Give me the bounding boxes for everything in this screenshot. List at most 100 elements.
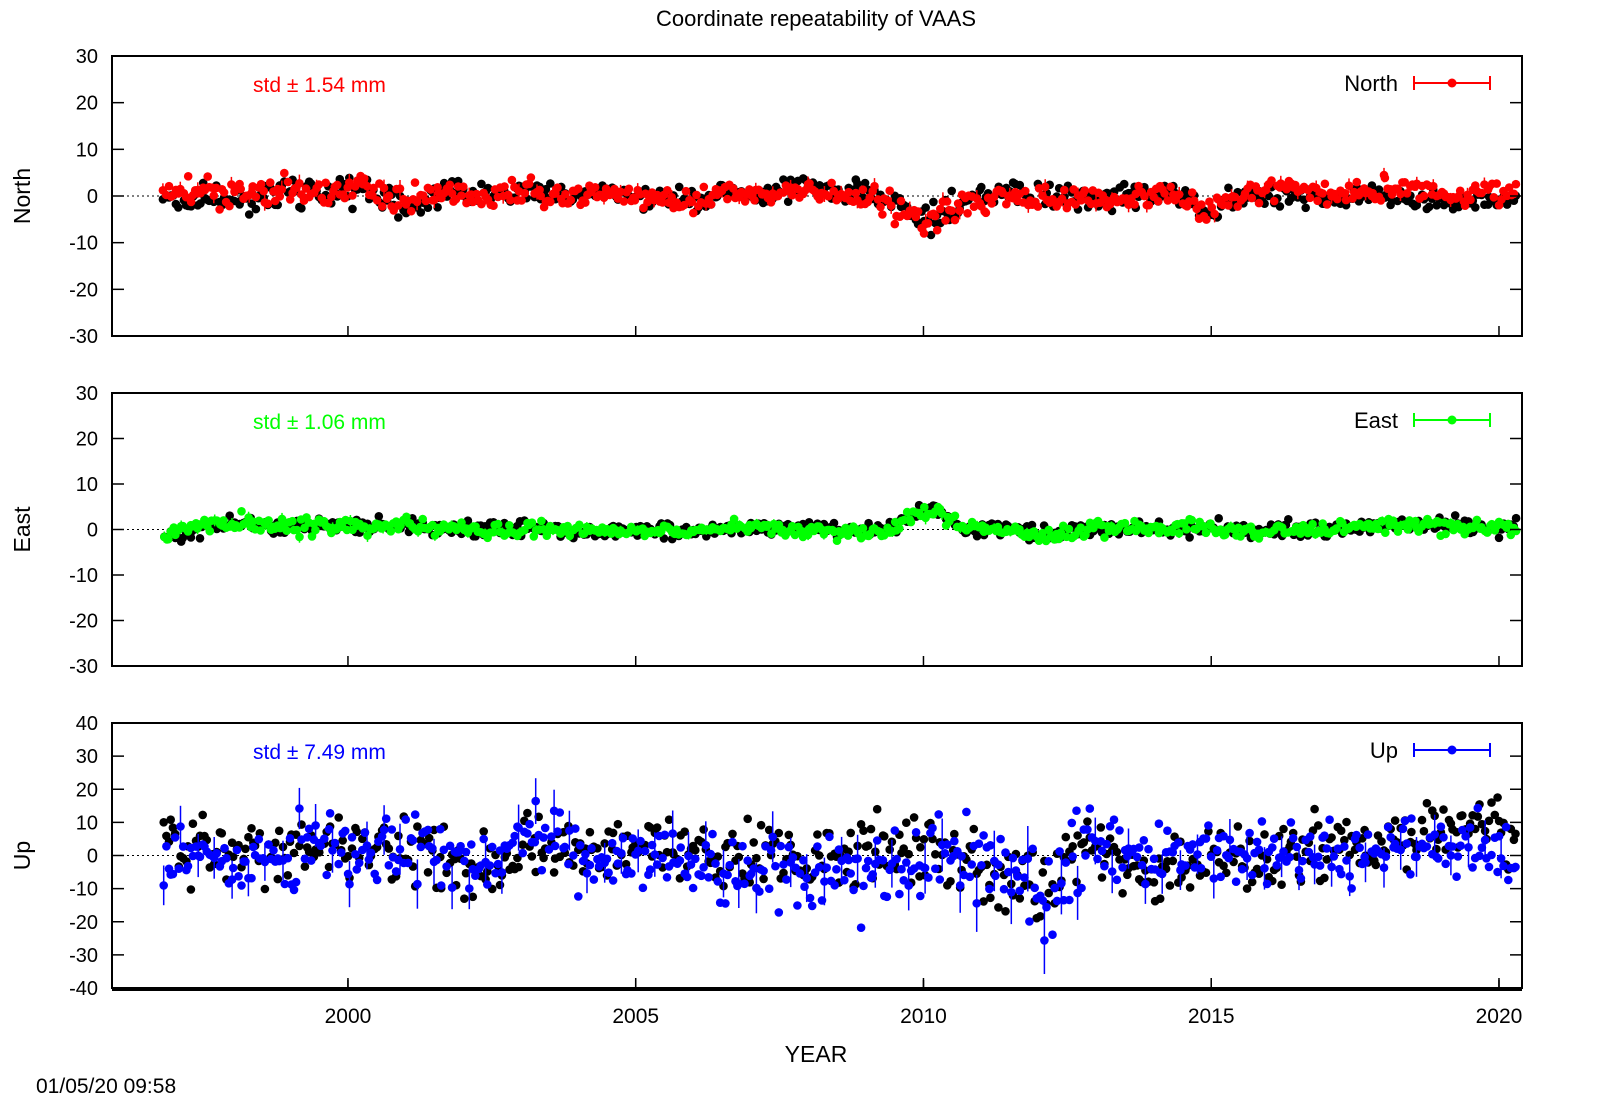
raw-point [779,868,788,878]
data-point [617,849,626,858]
data-point [1446,851,1456,860]
data-point [569,851,578,860]
data-point [779,860,788,869]
data-point [282,526,292,535]
raw-point [926,230,936,240]
data-point [493,519,503,529]
data-point [981,208,991,218]
raw-point [1412,200,1422,210]
raw-point [195,534,205,543]
raw-point [1036,912,1045,921]
data-point [500,182,509,191]
data-point [302,833,312,842]
data-point [1341,195,1351,205]
data-point [566,195,576,205]
data-point [950,836,959,846]
data-point [706,200,716,209]
data-point [436,824,445,834]
data-point [1252,837,1262,847]
data-point [1313,196,1322,206]
raw-point [1118,889,1127,898]
raw-point [994,903,1003,912]
data-point [1344,181,1354,190]
data-point [1060,185,1069,195]
data-point [782,875,791,884]
data-point [457,518,466,527]
std-label: std ± 1.06 mm [253,411,386,434]
data-point [743,856,752,865]
data-point [280,879,290,889]
data-point [805,893,815,903]
raw-point [1165,881,1175,890]
raw-point [846,828,855,838]
data-point [1260,864,1269,873]
raw-point [159,818,168,827]
data-point [844,855,853,865]
data-point [1166,182,1175,192]
data-point [1458,825,1467,835]
data-point [220,843,229,853]
data-point [1040,182,1050,192]
data-point [251,192,261,202]
raw-point [527,852,537,861]
data-point [428,844,437,853]
data-point [234,872,243,881]
data-point [755,887,764,896]
legend-label: Up [1370,738,1398,763]
data-point [1396,189,1405,199]
data-point [638,883,648,893]
data-point [876,202,885,212]
data-point [445,841,455,851]
data-point [824,192,833,201]
raw-point [759,874,768,884]
data-point [477,199,486,209]
series-east-points [160,500,1521,546]
y-tick-label: 10 [76,139,98,161]
data-point [628,834,637,843]
data-point [1361,858,1370,867]
data-point [1475,851,1484,861]
data-point [418,514,428,524]
data-point [886,201,896,210]
data-point [465,884,474,893]
y-tick-label: 30 [76,383,98,405]
data-point [1028,844,1037,854]
data-point [320,834,329,843]
raw-point [334,813,344,822]
data-point [219,516,228,525]
data-point [813,842,822,851]
x-tick-label: 2010 [900,1005,947,1028]
data-point [1480,835,1490,845]
data-point [354,858,364,868]
data-point [1008,853,1018,863]
raw-point [585,827,595,837]
data-point [1489,193,1499,202]
data-point [802,873,811,883]
x-axis-label: YEAR [785,1041,848,1067]
raw-point [743,814,752,824]
data-point [186,197,196,207]
data-point [283,853,293,863]
data-point [906,517,916,527]
data-point [844,187,853,197]
data-point [574,184,583,193]
data-point [489,527,498,537]
raw-point [244,832,253,842]
raw-point [297,820,306,829]
data-point [362,841,372,850]
raw-point [1073,831,1082,840]
data-point [489,201,498,210]
data-point [364,855,374,864]
data-point [1279,847,1288,856]
data-point [1083,825,1092,834]
raw-point [921,203,930,212]
raw-point [929,197,938,207]
data-point [1430,830,1439,839]
data-point [348,191,357,200]
raw-point [1068,842,1077,851]
raw-point [1419,826,1429,836]
data-point [1433,854,1443,863]
data-point [895,524,904,533]
raw-point [691,845,700,855]
data-point [1134,843,1144,852]
